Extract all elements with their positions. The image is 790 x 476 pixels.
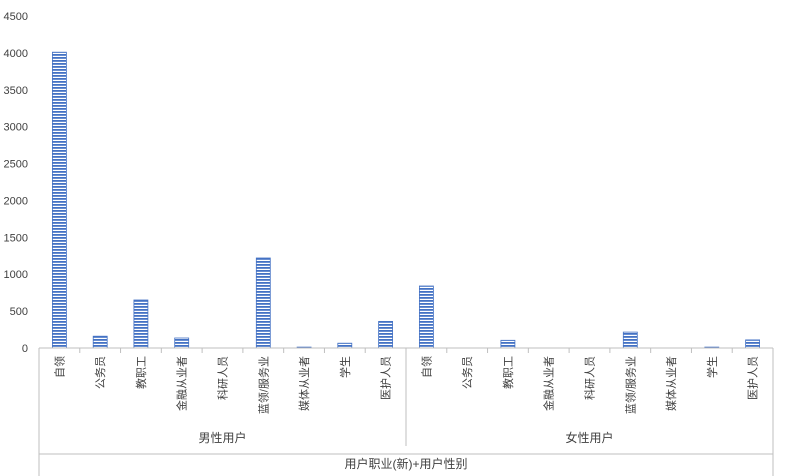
bars bbox=[52, 51, 760, 349]
y-tick-label: 500 bbox=[10, 306, 28, 318]
x-category-label: 媒体从业者 bbox=[297, 356, 311, 411]
x-category-label: 医护人员 bbox=[379, 356, 393, 400]
bar bbox=[337, 342, 353, 349]
x-category-label: 蓝领/服务业 bbox=[624, 356, 637, 414]
x-category-label: 蓝领/服务业 bbox=[257, 356, 270, 414]
bar bbox=[174, 337, 190, 349]
bar bbox=[133, 299, 149, 349]
x-category-label: 医护人员 bbox=[746, 356, 760, 400]
x-category-label: 自领 bbox=[420, 356, 433, 378]
x-category-label: 学生 bbox=[338, 356, 352, 378]
x-category-label: 公务员 bbox=[94, 356, 107, 389]
bar bbox=[255, 257, 271, 349]
bar bbox=[92, 335, 108, 349]
bar bbox=[622, 331, 638, 349]
x-category-label: 自领 bbox=[53, 356, 66, 378]
y-tick-label: 3500 bbox=[4, 85, 28, 97]
bar bbox=[418, 285, 434, 349]
y-tick-label: 1500 bbox=[4, 232, 28, 244]
bar bbox=[745, 339, 760, 349]
x-group-label: 男性用户 bbox=[198, 430, 246, 445]
y-tick-label: 0 bbox=[22, 343, 28, 355]
x-category-label: 教职工 bbox=[135, 356, 148, 389]
y-tick-label: 1000 bbox=[4, 269, 28, 281]
bar bbox=[500, 339, 516, 349]
bar bbox=[378, 320, 394, 349]
x-category-label: 学生 bbox=[705, 356, 719, 378]
y-axis: 0 500 1000 1500 2000 2500 3000 3500 4000 4500 bbox=[4, 11, 28, 355]
x-category-label: 教职工 bbox=[502, 356, 515, 389]
x-axis-title: 用户职业(新)+用户性别 bbox=[344, 456, 467, 471]
x-category-label: 科研人员 bbox=[583, 356, 597, 400]
x-category-label: 金融从业者 bbox=[542, 356, 556, 411]
x-category-label: 媒体从业者 bbox=[664, 356, 678, 411]
y-tick-label: 2500 bbox=[4, 159, 28, 171]
bar bbox=[52, 51, 67, 349]
x-category-label: 公务员 bbox=[461, 356, 474, 389]
y-tick-label: 3000 bbox=[4, 122, 28, 134]
x-category-label: 金融从业者 bbox=[175, 356, 189, 411]
x-category-label: 科研人员 bbox=[216, 356, 230, 400]
y-tick-label: 2000 bbox=[4, 195, 28, 207]
x-group-label: 女性用户 bbox=[565, 430, 613, 445]
y-tick-label: 4000 bbox=[4, 48, 28, 60]
y-tick-label: 4500 bbox=[4, 11, 28, 23]
